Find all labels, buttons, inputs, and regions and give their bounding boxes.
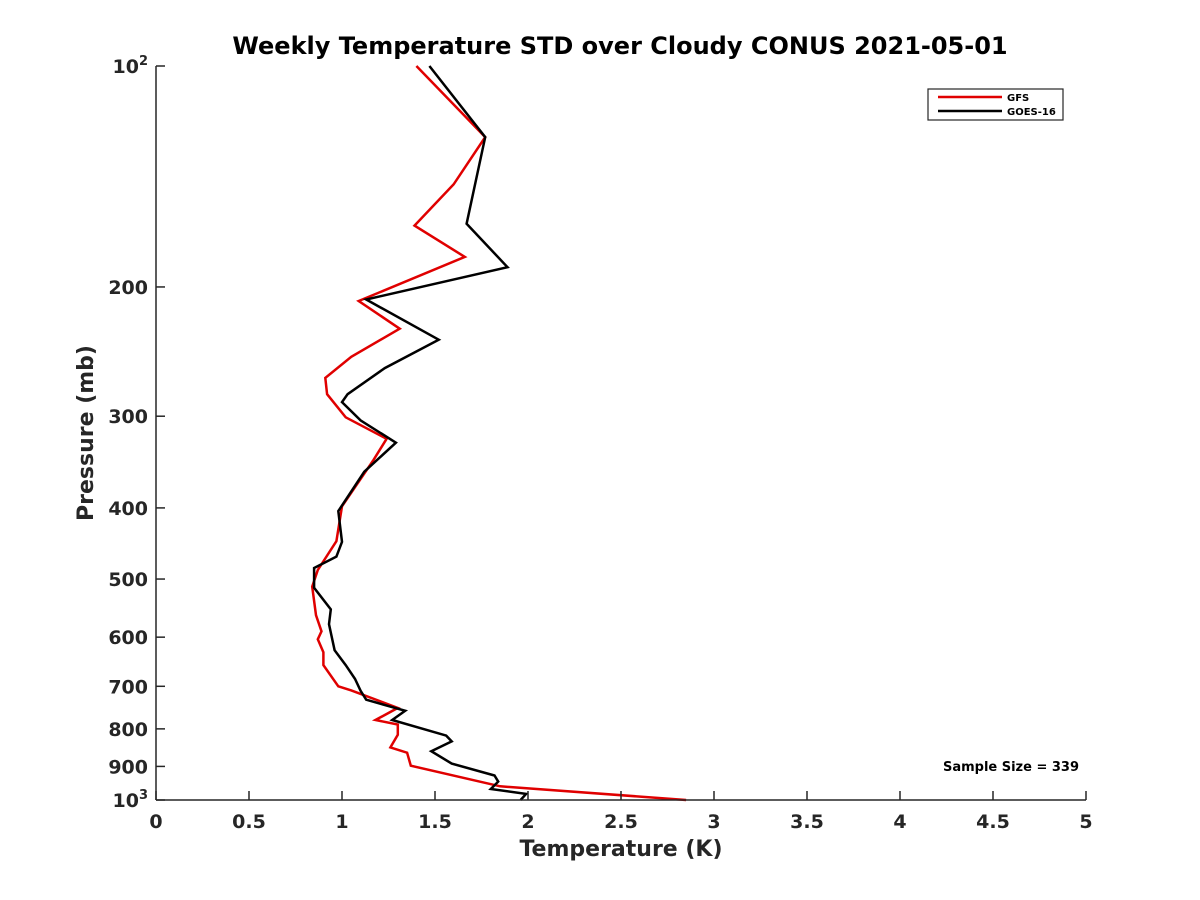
plot-series <box>310 65 687 802</box>
y-ticks: 102 200 300 400 500 600 700 800 900 103 <box>108 54 165 812</box>
y-tick-label: 300 <box>108 406 148 428</box>
y-tick-label: 500 <box>108 569 148 591</box>
y-tick-label: 600 <box>108 627 148 649</box>
series-line-goes16 <box>312 65 529 801</box>
legend: GFS GOES-16 <box>927 88 1064 121</box>
y-tick-label: 103 <box>113 788 149 812</box>
x-tick-label: 0.5 <box>232 811 266 833</box>
legend-label-goes16: GOES-16 <box>1007 107 1056 118</box>
y-tick-label: 200 <box>108 277 148 299</box>
legend-label-gfs: GFS <box>1007 93 1029 104</box>
y-tick-label: 102 <box>113 54 149 78</box>
x-ticks: 0 0.5 1 1.5 2 2.5 3 3.5 4 4.5 5 <box>149 791 1093 833</box>
x-tick-label: 3.5 <box>790 811 824 833</box>
sample-size-annotation: Sample Size = 339 <box>943 760 1079 775</box>
x-tick-label: 4 <box>893 811 906 833</box>
chart-title: Weekly Temperature STD over Cloudy CONUS… <box>232 32 1007 60</box>
x-tick-label: 5 <box>1079 811 1092 833</box>
x-tick-label: 0 <box>149 811 162 833</box>
series-line-gfs <box>310 65 687 802</box>
x-tick-label: 1.5 <box>418 811 452 833</box>
x-tick-label: 2 <box>521 811 534 833</box>
x-tick-label: 3 <box>707 811 720 833</box>
x-tick-label: 2.5 <box>604 811 638 833</box>
y-tick-label: 400 <box>108 498 148 520</box>
x-tick-label: 4.5 <box>976 811 1010 833</box>
y-tick-label: 800 <box>108 719 148 741</box>
y-tick-label: 700 <box>108 676 148 698</box>
x-axis-label: Temperature (K) <box>519 837 722 862</box>
y-axis-label: Pressure (mb) <box>74 345 99 521</box>
x-tick-label: 1 <box>335 811 348 833</box>
legend-box <box>927 88 1064 121</box>
y-tick-label: 900 <box>108 756 148 778</box>
